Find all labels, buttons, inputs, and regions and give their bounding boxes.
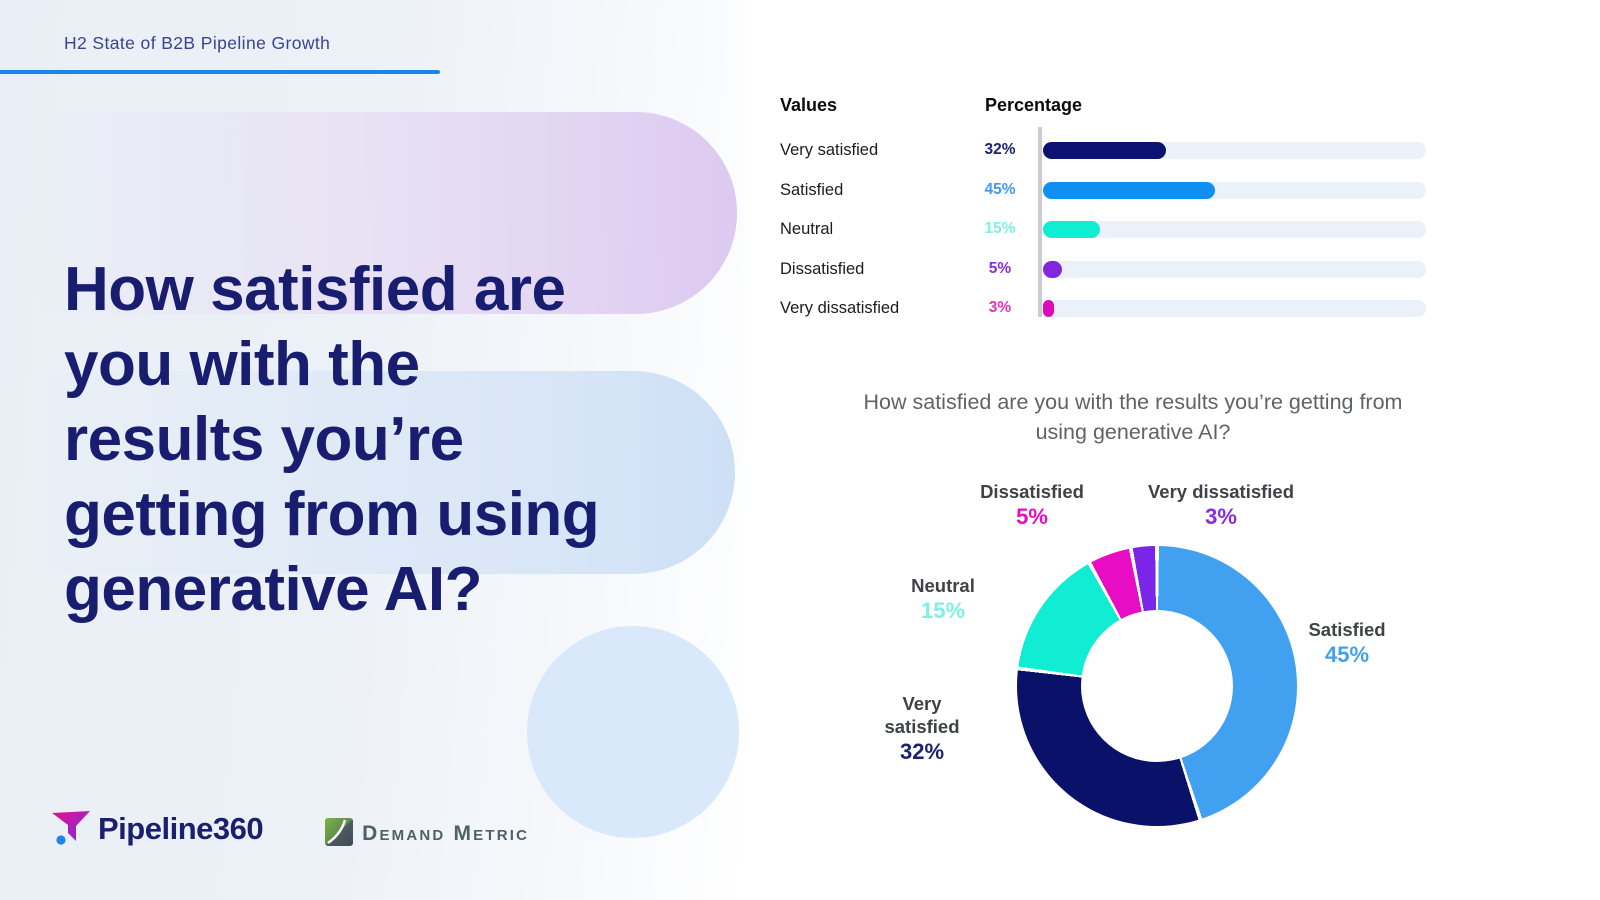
bar-very-satisfied: [1043, 142, 1166, 159]
bar-neutral: [1043, 221, 1101, 238]
row-label: Very satisfied: [780, 141, 879, 159]
bar-dissatisfied: [1043, 260, 1063, 278]
bar-track: [1043, 142, 1426, 159]
row-value: 5%: [988, 259, 1012, 277]
left-panel: H2 State of B2B Pipeline Growth How sati…: [0, 0, 745, 900]
callout-neutral: Neutral 15%: [873, 574, 1013, 625]
donut-chart: [1017, 546, 1297, 826]
callout-value: 32%: [899, 739, 945, 764]
row-label: Dissatisfied: [780, 259, 865, 278]
callout-value: 5%: [1016, 504, 1048, 529]
bar-track: [1043, 260, 1426, 278]
callout-value: 15%: [920, 598, 966, 623]
decor-pill-blue: [40, 371, 735, 574]
table-row: Neutral 15%: [780, 210, 1430, 250]
callout-value: 3%: [1205, 504, 1237, 529]
table-row: Very dissatisfied 3%: [780, 289, 1430, 329]
callout-label: Neutral: [911, 575, 975, 596]
callout-label: Very satisfied: [884, 693, 960, 737]
callout-label: Satisfied: [1308, 619, 1386, 640]
table-rows: Very satisfied 32% Satisfied 45% Neutral…: [780, 131, 1430, 329]
bar-track: [1043, 181, 1426, 199]
column-header-percentage: Percentage: [985, 95, 1083, 115]
bar-track: [1043, 221, 1426, 238]
report-title: H2 State of B2B Pipeline Growth: [64, 33, 331, 53]
callout-very-satisfied: Very satisfied 32%: [862, 692, 982, 766]
decor-pill-purple: [40, 112, 737, 314]
pipeline360-funnel-logo-mark: [48, 805, 94, 856]
bar-track: [1043, 300, 1426, 317]
pipeline360-logo: Pipeline360: [48, 805, 264, 856]
row-label: Satisfied: [780, 180, 844, 199]
table-row: Satisfied 45%: [780, 171, 1430, 211]
bar-satisfied: [1043, 181, 1216, 199]
header-underline: [0, 70, 440, 74]
table-row: Dissatisfied 5%: [780, 250, 1430, 290]
table-header: Values Percentage: [780, 95, 1430, 119]
bar-very-dissatisfied: [1043, 300, 1055, 317]
satisfaction-bar-table: Values Percentage Very satisfied 32% Sat…: [780, 95, 1430, 317]
callout-label: Dissatisfied: [980, 481, 1084, 502]
table-row: Very satisfied 32%: [780, 131, 1430, 171]
row-value: 45%: [984, 180, 1016, 198]
callout-value: 45%: [1324, 642, 1370, 667]
row-label: Very dissatisfied: [780, 299, 900, 317]
callout-satisfied: Satisfied 45%: [1277, 618, 1417, 669]
callout-dissatisfied: Dissatisfied 5%: [952, 480, 1112, 531]
callout-very-dissatisfied: Very dissatisfied 3%: [1136, 480, 1306, 531]
row-label: Neutral: [780, 220, 834, 238]
demand-metric-swoosh-logo-mark: [325, 817, 354, 851]
donut-chart-title: How satisfied are you with the results y…: [863, 390, 1403, 444]
decor-circle-blue: [527, 626, 739, 838]
pipeline360-wordmark: Pipeline360: [98, 810, 264, 846]
demand-metric-wordmark: Demand Metric: [362, 822, 530, 845]
donut-hole: [1081, 610, 1233, 762]
row-value: 15%: [984, 220, 1016, 237]
bar-axis-line: [1038, 127, 1042, 317]
callout-label: Very dissatisfied: [1147, 481, 1295, 502]
footer-logos: Pipeline360: [48, 804, 529, 856]
row-value: 3%: [988, 299, 1012, 316]
column-header-values: Values: [780, 95, 838, 115]
row-value: 32%: [984, 141, 1016, 158]
question-title: How satisfied are you with the results y…: [64, 255, 600, 624]
demand-metric-logo: Demand Metric: [325, 817, 530, 851]
